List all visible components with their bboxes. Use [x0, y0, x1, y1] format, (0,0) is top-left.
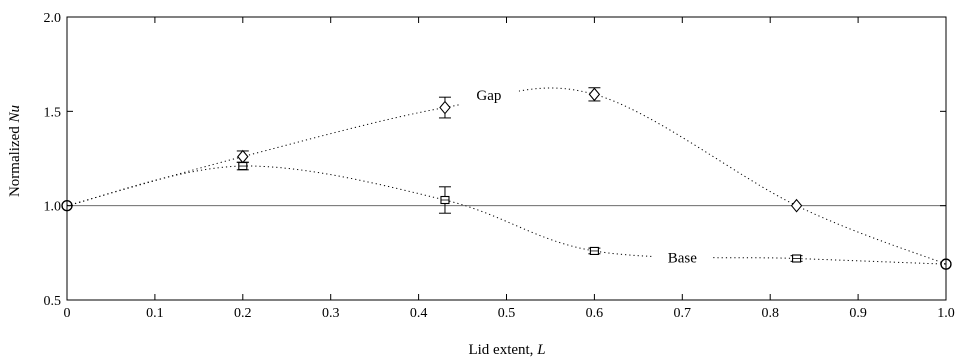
- x-tick-label: 0.4: [410, 306, 428, 321]
- x-tick-label: 0.1: [146, 306, 164, 321]
- x-tick-label: 0.6: [586, 306, 604, 321]
- plot-frame: [66, 16, 947, 301]
- data-marks: Gap Base: [61, 85, 952, 270]
- series-label: Base: [668, 250, 698, 266]
- x-tick-label: 0.9: [849, 306, 867, 321]
- data-point-diamond: [439, 100, 451, 115]
- y-axis-label-main: Normalized: [7, 122, 23, 197]
- data-point-diamond: [237, 149, 249, 164]
- x-axis-label-main: Lid extent,: [468, 342, 537, 358]
- x-tick-label: 1.0: [937, 306, 955, 321]
- series-curve: [66, 165, 947, 265]
- x-tick-label: 0.7: [674, 306, 692, 321]
- y-axis-label: Normalized Nu: [7, 105, 23, 197]
- x-axis-label-var: L: [536, 342, 545, 358]
- data-point-circle: [940, 258, 952, 270]
- x-tick-label: 0.8: [761, 306, 779, 321]
- y-tick-label: 0.5: [44, 294, 62, 309]
- y-axis-label-var: Nu: [7, 105, 23, 124]
- y-tick-label: 1.0: [44, 200, 62, 215]
- data-point-diamond: [588, 87, 601, 102]
- series-gap: Gap: [61, 85, 952, 270]
- y-tick-label: 1.5: [44, 105, 62, 120]
- x-tick-label: 0: [64, 306, 71, 321]
- series-curve: [66, 87, 947, 265]
- y-tick-label: 2.0: [44, 11, 62, 26]
- series-label-background: [652, 247, 713, 268]
- data-point-circle: [61, 200, 73, 212]
- series-label-background: [458, 85, 519, 106]
- x-axis-label: Lid extent, L: [468, 342, 545, 358]
- x-tick-label: 0.5: [498, 306, 516, 321]
- data-point-diamond: [790, 198, 803, 213]
- axes: 0 0.1 0.2 0.3 0.4 0.5 0.6 0.7 0.8 0.9 1.0 0.5 1.0 1.5…: [44, 11, 955, 321]
- series-base: Base: [61, 161, 952, 270]
- x-tick-label: 0.2: [234, 306, 252, 321]
- series-label: Gap: [476, 88, 501, 104]
- x-tick-label: 0.3: [322, 306, 340, 321]
